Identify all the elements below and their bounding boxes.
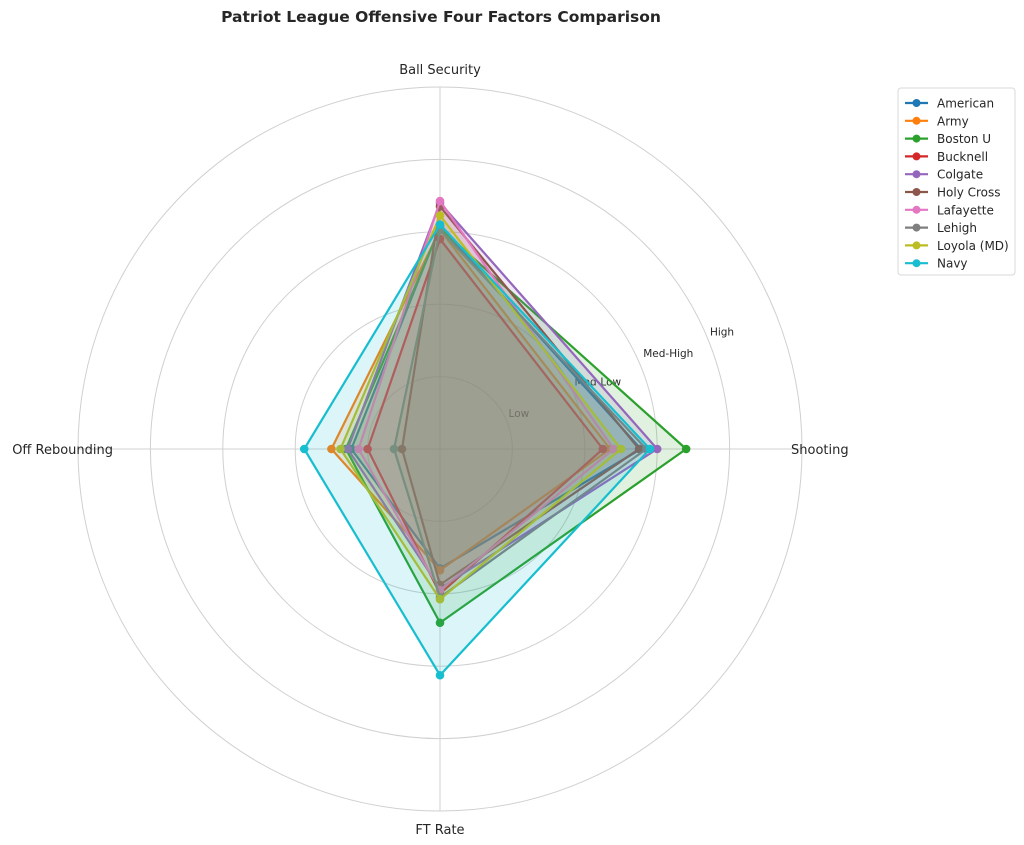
legend-label: Colgate (937, 168, 983, 182)
data-point (616, 444, 626, 454)
chart-title: Patriot League Offensive Four Factors Co… (221, 8, 661, 26)
series-layer (299, 196, 691, 680)
data-point (343, 444, 352, 454)
axis-label: Ball Security (399, 63, 481, 78)
legend-label: Boston U (937, 132, 991, 146)
data-point (435, 618, 445, 628)
legend-item: Army (905, 114, 969, 128)
legend-label: Navy (937, 257, 968, 271)
legend-item: American (905, 97, 994, 111)
legend-label: Bucknell (937, 150, 988, 164)
legend-item: Loyola (MD) (905, 239, 1009, 253)
data-point (435, 670, 445, 680)
series-area (303, 223, 652, 677)
legend-item: Colgate (905, 168, 983, 182)
data-point (397, 444, 407, 454)
data-point (435, 211, 445, 220)
axis-label: Off Rebounding (12, 443, 113, 458)
data-point (435, 565, 445, 575)
data-point (336, 444, 345, 454)
legend-item: Lehigh (905, 221, 977, 235)
radial-tick-label: Med-High (643, 348, 693, 360)
data-point (681, 444, 691, 454)
data-point (327, 444, 336, 454)
series-loyola-md- (336, 211, 626, 604)
legend-item: Bucknell (905, 150, 988, 164)
series-navy (299, 220, 655, 680)
legend-item: Navy (905, 257, 968, 271)
data-point (435, 196, 445, 206)
data-point (634, 444, 644, 454)
axis-label: FT Rate (415, 823, 464, 838)
legend-label: Army (937, 114, 969, 128)
data-point (645, 444, 655, 454)
legend-label: Loyola (MD) (937, 239, 1009, 253)
legend-item: Lafayette (905, 203, 994, 217)
data-point (389, 444, 399, 454)
axis-labels: Ball Security Shooting FT Rate Off Reboundi… (12, 63, 848, 838)
radial-tick-label: Low (509, 408, 530, 420)
legend-item: Boston U (905, 132, 991, 146)
data-point (363, 444, 372, 454)
legend: American Army Boston U Bucknell Colgate Holy … (897, 87, 1016, 276)
data-point (354, 444, 363, 454)
data-point (435, 220, 445, 229)
radial-tick-label: High (710, 326, 734, 338)
legend-label: Lafayette (937, 203, 994, 217)
data-point (598, 444, 608, 454)
legend-item: Holy Cross (905, 186, 1001, 200)
data-point (652, 444, 662, 454)
data-point (299, 444, 309, 454)
legend-label: American (937, 97, 994, 111)
axis-label: Shooting (791, 443, 849, 458)
legend-label: Holy Cross (937, 186, 1001, 200)
data-point (609, 444, 619, 454)
legend-label: Lehigh (937, 221, 977, 235)
data-point (435, 594, 445, 604)
